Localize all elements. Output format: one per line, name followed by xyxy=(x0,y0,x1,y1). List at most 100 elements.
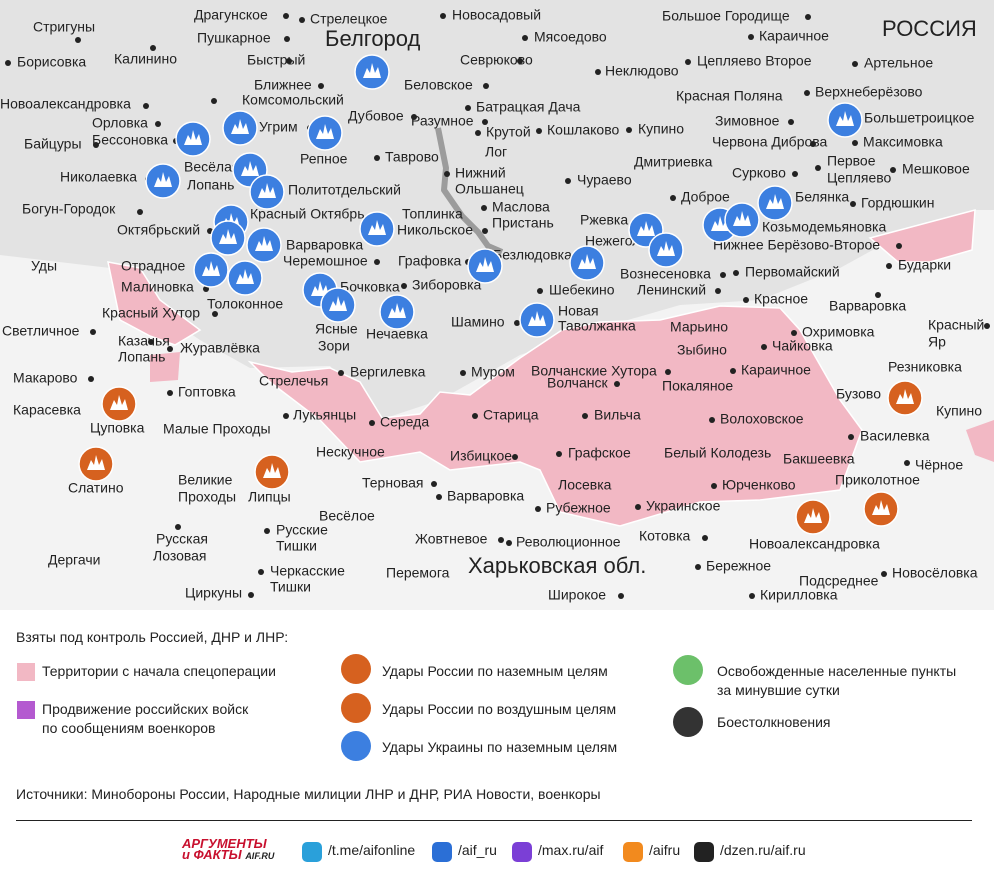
ukraine-strike-marker-burst xyxy=(236,269,254,284)
city-label: Белгород xyxy=(325,26,421,51)
place-label: Сурково xyxy=(732,165,786,181)
place-dot xyxy=(635,504,641,510)
place-label: Белянка xyxy=(795,189,849,205)
social-icon[interactable] xyxy=(302,842,322,862)
place-label: Шебекино xyxy=(549,282,615,298)
place-dot xyxy=(264,528,270,534)
place-label: Чайковка xyxy=(772,338,833,354)
place-dot xyxy=(805,14,811,20)
social-icon[interactable] xyxy=(623,842,643,862)
place-dot xyxy=(482,119,488,125)
place-label: Ленинский xyxy=(637,282,706,298)
place-label: Подсреднее xyxy=(799,573,879,589)
place-label: Русская xyxy=(156,531,208,547)
place-label: Волоховское xyxy=(720,411,804,427)
logo-text: AIF.RU xyxy=(245,851,275,861)
place-label: Козьмодемьяновка xyxy=(762,219,886,235)
place-dot xyxy=(148,339,154,345)
place-dot xyxy=(514,320,520,326)
legend-text: Освобожденные населенные пункты xyxy=(717,663,957,679)
social-link[interactable]: /aifru xyxy=(649,842,681,858)
place-dot xyxy=(248,592,254,598)
social-link[interactable]: /max.ru/aif xyxy=(538,842,604,858)
place-label: Купино xyxy=(936,403,982,419)
social-icon[interactable] xyxy=(512,842,532,862)
place-label: Севрюково xyxy=(460,52,533,68)
place-label: Новоалександровка xyxy=(0,96,131,112)
place-dot xyxy=(374,259,380,265)
place-dot xyxy=(498,537,504,543)
place-dot xyxy=(444,171,450,177)
logo[interactable]: АРГУМЕНТЫ и ФАКТЫ AIF.RU xyxy=(182,836,275,862)
place-dot xyxy=(761,344,767,350)
place-label: Котовка xyxy=(639,528,691,544)
place-label: Большетроицкое xyxy=(864,110,975,126)
legend-text: Боестолкновения xyxy=(717,714,831,730)
legend-title: Взяты под контроль Россией, ДНР и ЛНР: xyxy=(16,629,289,645)
place-label: Покаляное xyxy=(662,378,733,394)
river xyxy=(435,127,504,255)
place-dot xyxy=(665,369,671,375)
place-dot xyxy=(150,45,156,51)
russia-strike-marker-burst xyxy=(263,463,281,478)
place-label: Марьино xyxy=(670,319,728,335)
social-icon[interactable] xyxy=(694,842,714,862)
legend-text: Территории с начала спецоперации xyxy=(42,663,276,679)
place-label: Зыбино xyxy=(677,342,727,358)
ukraine-strike-marker-burst xyxy=(528,311,546,326)
place-label: Богун-Городок xyxy=(22,201,116,217)
place-dot xyxy=(711,483,717,489)
place-label: Лопань xyxy=(187,177,234,193)
place-label: Стрелечья xyxy=(259,373,328,389)
place-label: Байцуры xyxy=(24,136,82,152)
social-icon[interactable] xyxy=(432,842,452,862)
place-label: Ясные xyxy=(315,321,358,337)
place-dot xyxy=(475,130,481,136)
place-dot xyxy=(670,195,676,201)
russia-strike-marker-burst xyxy=(804,508,822,523)
legend-text: за минувшие сутки xyxy=(717,682,840,698)
place-label: Юрченково xyxy=(722,477,796,493)
ukraine-strike-marker-burst xyxy=(184,130,202,145)
russia-strike-marker-burst xyxy=(87,455,105,470)
place-label: Мешковое xyxy=(902,161,970,177)
place-label: Резниковка xyxy=(888,359,962,375)
place-label: Карасевка xyxy=(13,402,81,418)
legend-text: Удары России по наземным целям xyxy=(382,663,608,679)
place-label: Циркуны xyxy=(185,585,242,601)
place-dot xyxy=(685,59,691,65)
place-dot xyxy=(614,381,620,387)
controlled-area xyxy=(150,352,180,382)
place-label: Первомайский xyxy=(745,264,840,280)
place-dot xyxy=(522,35,528,41)
place-dot xyxy=(483,83,489,89)
place-label: Лог xyxy=(485,144,507,160)
logo-text: АРГУМЕНТЫ xyxy=(182,836,267,851)
place-dot xyxy=(283,413,289,419)
place-dot xyxy=(702,535,708,541)
social-link[interactable]: /dzen.ru/aif.ru xyxy=(720,842,806,858)
place-label: Угрим xyxy=(259,119,298,135)
place-label: Светличное xyxy=(2,323,80,339)
place-label: Нижний xyxy=(455,165,506,181)
place-dot xyxy=(431,481,437,487)
social-link[interactable]: /t.me/aifonline xyxy=(328,842,416,858)
place-label: Великие xyxy=(178,472,233,488)
place-dot xyxy=(155,121,161,127)
place-dot xyxy=(556,451,562,457)
place-label: Пристань xyxy=(492,215,554,231)
ukraine-strike-marker-burst xyxy=(766,194,784,209)
place-label: Варваровка xyxy=(829,298,906,314)
place-dot xyxy=(595,69,601,75)
social-link[interactable]: /aif_ru xyxy=(458,842,497,858)
logo-text: и ФАКТЫ xyxy=(182,847,242,862)
place-label: Зиборовка xyxy=(412,277,482,293)
place-label: Доброе xyxy=(681,189,730,205)
place-dot xyxy=(88,376,94,382)
place-label: Казачья xyxy=(118,333,170,349)
legend: Взяты под контроль Россией, ДНР и ЛНР: Т… xyxy=(0,612,994,888)
place-label: Таволжанка xyxy=(558,318,636,334)
place-dot xyxy=(465,105,471,111)
legend-icon xyxy=(673,655,703,685)
place-dot xyxy=(536,128,542,134)
